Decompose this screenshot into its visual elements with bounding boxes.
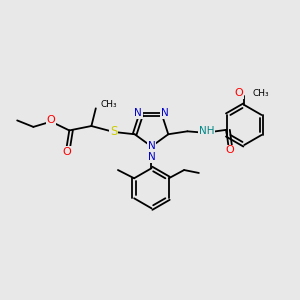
Text: NH: NH [199, 126, 214, 136]
Text: O: O [62, 147, 71, 157]
Text: N: N [148, 152, 155, 162]
Text: O: O [226, 146, 235, 155]
Text: N: N [134, 108, 142, 118]
Text: N: N [148, 143, 155, 153]
Text: N: N [161, 108, 169, 118]
Text: S: S [110, 125, 117, 138]
Text: O: O [235, 88, 243, 98]
Text: CH₃: CH₃ [253, 89, 269, 98]
Text: N: N [148, 142, 155, 152]
Text: O: O [47, 115, 56, 125]
Text: CH₃: CH₃ [100, 100, 117, 109]
